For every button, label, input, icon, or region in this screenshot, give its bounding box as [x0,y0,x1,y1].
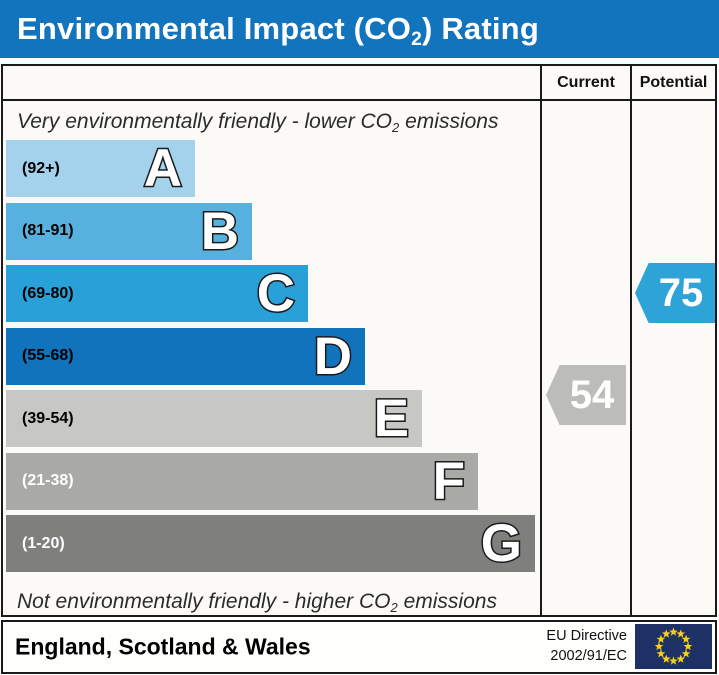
table-header-row: Current Potential [3,66,715,101]
band-row-c: (69-80) C [6,264,308,324]
band-row-d: (55-68) D [6,326,365,386]
band-range-label-f: (21-38) [22,472,74,489]
band-row-b: (81-91) B [6,201,252,261]
band-row-g: (1-20) G [6,514,535,574]
footer-bar: England, Scotland & Wales EU Directive 2… [1,620,717,674]
band-letter-g: G [479,514,523,574]
potential-rating-value: 75 [658,270,704,315]
band-letter-c: C [255,264,296,324]
band-row-e: (39-54) E [6,389,422,449]
page-title-text: Environmental Impact (CO2) Rating [17,11,539,50]
region-label: England, Scotland & Wales [15,633,311,660]
band-range-label-g: (1-20) [22,534,65,552]
current-rating-value: 54 [569,372,615,417]
band-range-label-e: (39-54) [22,409,74,427]
band-letter-e: E [372,389,410,449]
bottom-note: Not environmentally friendly - higher CO… [17,590,497,615]
column-header-potential: Potential [639,73,708,91]
eu-flag-icon [635,624,712,669]
band-range-label-b: (81-91) [22,222,74,239]
column-header-current: Current [557,73,615,91]
page-title: Environmental Impact (CO2) Rating [0,0,719,58]
band-letter-b: B [199,201,240,261]
column-divider-current [540,66,542,615]
band-range-label-a: (92+) [22,159,60,177]
column-divider-potential [630,66,632,615]
potential-rating-arrow: 75 [635,263,715,323]
band-range-label-d: (55-68) [22,347,74,364]
band-letter-d: D [312,326,353,386]
current-rating-arrow: 54 [546,365,626,425]
top-note: Very environmentally friendly - lower CO… [17,110,499,135]
band-row-f: (21-38) F [6,451,478,511]
band-letter-f: F [431,451,466,511]
band-row-a: (92+) A [6,139,195,199]
band-range-label-c: (69-80) [22,284,74,302]
rating-table: Current Potential Very environmentally f… [1,64,717,617]
eu-directive-label: EU Directive 2002/91/EC [546,628,627,664]
band-letter-a: A [142,139,183,199]
